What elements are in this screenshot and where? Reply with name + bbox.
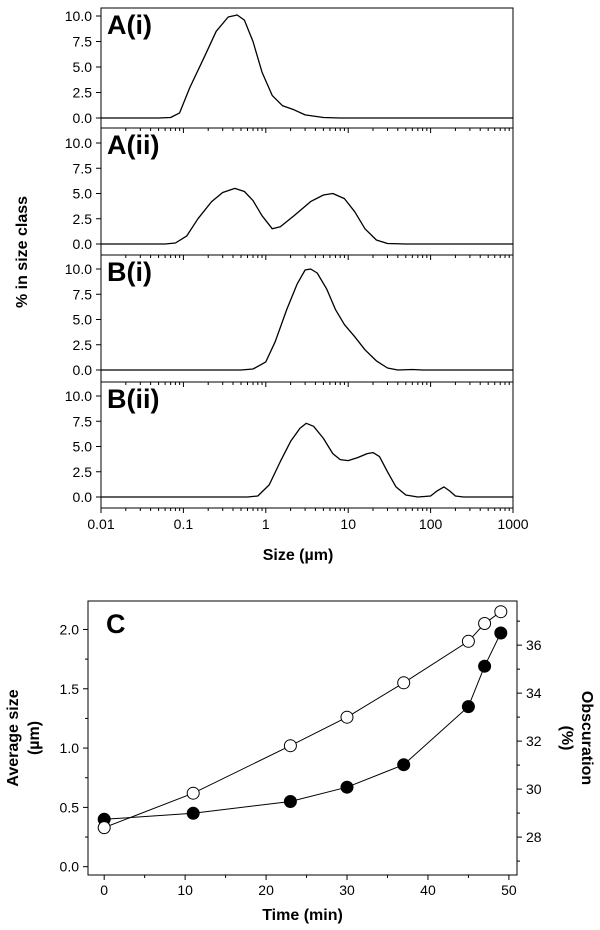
y-tick-label: 5.0: [73, 312, 93, 328]
panel-bii: 0.0 2.5 5.0 7.5 10.0 B(ii): [65, 381, 514, 513]
distribution-curve: [101, 14, 513, 119]
data-point: [478, 659, 492, 673]
y-right-axis-unit: (%): [558, 726, 575, 751]
y-tick-label: 5.0: [73, 439, 93, 455]
y-tick-label: 10.0: [65, 8, 92, 24]
series-line: [104, 632, 502, 820]
data-point: [186, 786, 200, 800]
series-line: [104, 611, 502, 829]
data-point: [340, 780, 354, 794]
data-point: [397, 758, 411, 772]
plot-frame: [100, 381, 514, 509]
panel-bi: 0.0 2.5 5.0 7.5 10.0 B(i): [65, 254, 514, 387]
x-tick-label: 40: [420, 882, 436, 898]
y-tick-label: 2.5: [73, 337, 93, 353]
y-tick-label: 0.0: [73, 362, 93, 378]
y-tick-label: 10.0: [65, 388, 92, 404]
y-axis-title: % in size class: [14, 196, 31, 308]
data-point: [186, 806, 200, 820]
size-distribution-x-axis-title: Size (µm): [263, 547, 334, 564]
y-right-tick-label: 34: [526, 685, 542, 701]
panel-label: A(ii): [107, 130, 159, 160]
plot-frame: [100, 254, 514, 383]
x-tick-label: 20: [258, 882, 274, 898]
x-tick-label: 10: [177, 882, 193, 898]
x-axis-title: Size (µm): [263, 547, 334, 564]
y-left-axis-title: Average size: [5, 689, 22, 786]
size-distribution-panels: 0.02.55.07.510.0 A(i)0.02.55.07.510.0 A(ii…: [65, 7, 529, 532]
x-axis-title-prefix: Size (: [263, 547, 305, 564]
y-right-tick-label: 32: [526, 733, 542, 749]
y-tick-label: 7.5: [73, 160, 93, 176]
distribution-curve: [101, 187, 513, 245]
y-tick-label: 10.0: [65, 135, 92, 151]
data-point: [283, 795, 297, 808]
y-tick-label: 0.0: [73, 110, 93, 126]
y-tick-label: 7.5: [73, 286, 93, 302]
data-point: [461, 634, 475, 648]
panel-c: 0 10 20 30 40 50 0.0 0.5 1.0 1.5 2.0 28 30 32 34 36 C Tim…: [5, 600, 595, 924]
y-right-tick-label: 36: [526, 637, 542, 653]
x-tick-label: 50: [501, 882, 517, 898]
y-tick-label: 7.5: [73, 413, 93, 429]
y-tick-label: 2.5: [73, 464, 93, 480]
y-tick-label: 5.0: [73, 59, 93, 75]
y-left-tick-label: 1.0: [60, 740, 80, 756]
y-tick-label: 2.5: [73, 85, 93, 101]
x-tick-label: 0.1: [174, 516, 194, 532]
y-tick-label: 5.0: [73, 186, 93, 202]
data-point: [283, 739, 297, 753]
x-tick-label: 30: [339, 882, 355, 898]
series-filled-circle: [97, 626, 508, 826]
x-tick-label: 1000: [497, 516, 528, 532]
data-point: [494, 605, 508, 619]
x-tick-label: 1: [262, 516, 270, 532]
panel-label: B(ii): [107, 384, 159, 414]
plot-frame: [100, 127, 514, 256]
y-tick-label: 10.0: [65, 261, 92, 277]
x-axis-title-suffix: ): [328, 547, 333, 564]
plot-frame: [87, 600, 518, 876]
x-axis-title: Time (min): [262, 907, 343, 924]
data-point: [478, 617, 492, 630]
x-tick-label: 0.01: [87, 516, 114, 532]
y-left-tick-label: 1.5: [60, 681, 80, 697]
y-left-axis-unit: (µm): [26, 721, 43, 755]
series-open-circle: [97, 605, 508, 835]
y-left-tick-label: 2.0: [60, 621, 80, 637]
y-tick-label: 7.5: [73, 34, 93, 50]
panel-aii: 0.0 2.5 5.0 7.5 10.0 A(ii): [65, 127, 514, 260]
panel-label: B(i): [107, 257, 152, 287]
y-right-tick-label: 28: [526, 829, 542, 845]
y-right-axis-title: Obscuration: [578, 691, 595, 785]
x-axis-title-unit: µm: [305, 547, 328, 564]
panel-label: C: [106, 609, 126, 639]
distribution-curve: [101, 268, 513, 371]
x-tick-label: 0: [100, 882, 108, 898]
x-tick-label: 10: [340, 516, 356, 532]
y-left-tick-label: 0.5: [60, 799, 80, 815]
y-right-tick-label: 30: [526, 781, 542, 797]
y-tick-label: 2.5: [73, 211, 93, 227]
y-left-tick-label: 0.0: [60, 859, 80, 875]
panel-label: A(i): [107, 10, 152, 40]
size-distribution-y-axis-title: % in size class: [14, 196, 31, 308]
data-point: [494, 626, 508, 640]
distribution-curve: [101, 422, 513, 498]
data-point: [340, 710, 354, 724]
x-tick-label: 100: [419, 516, 443, 532]
plot-frame: [100, 7, 514, 129]
y-tick-label: 0.0: [73, 236, 93, 252]
data-point: [461, 700, 475, 714]
panel-ai: 0.0 2.5 5.0 7.5 10.0 A(i): [65, 7, 514, 133]
y-tick-label: 0.0: [73, 489, 93, 505]
data-point: [97, 821, 111, 835]
data-point: [397, 676, 411, 690]
